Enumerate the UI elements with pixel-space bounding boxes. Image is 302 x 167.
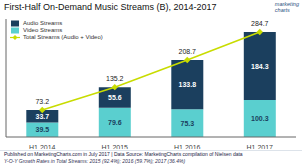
html-text:Total Streams (Audio + Video): Total Streams (Audio + Video) <box>23 34 103 40</box>
html-text:First-Half On-Demand Music Str: First-Half On-Demand Music Streams (B), … <box>4 2 217 12</box>
svg-text:55.6: 55.6 <box>108 94 122 101</box>
html-text:Audio Streams: Audio Streams <box>23 20 63 26</box>
html-text:charts: charts <box>274 7 290 13</box>
html-text:marketing: marketing <box>274 1 299 7</box>
svg-text:H1 2017: H1 2017 <box>247 144 274 149</box>
svg-text:73.2: 73.2 <box>35 98 49 105</box>
html-text:Video Streams: Video Streams <box>23 27 63 33</box>
svg-text:184.3: 184.3 <box>251 63 269 70</box>
svg-text:H1 2015: H1 2015 <box>102 144 129 149</box>
svg-text:33.7: 33.7 <box>35 113 49 120</box>
svg-text:H1 2014: H1 2014 <box>29 144 56 149</box>
svg-text:133.8: 133.8 <box>179 81 197 88</box>
svg-text:39.5: 39.5 <box>35 126 49 133</box>
svg-text:135.2: 135.2 <box>106 75 124 82</box>
html-text:Published on MarketingCharts.c: Published on MarketingCharts.com in July… <box>4 151 243 157</box>
svg-text:284.7: 284.7 <box>251 20 269 27</box>
svg-text:208.7: 208.7 <box>178 48 196 55</box>
svg-text:75.3: 75.3 <box>180 120 194 127</box>
svg-text:79.6: 79.6 <box>108 119 122 126</box>
svg-text:100.3: 100.3 <box>251 115 269 122</box>
html-text:Y-O-Y Growth Rates in Total St: Y-O-Y Growth Rates in Total Streams: 201… <box>4 158 186 164</box>
svg-text:H1 2016: H1 2016 <box>174 144 201 149</box>
